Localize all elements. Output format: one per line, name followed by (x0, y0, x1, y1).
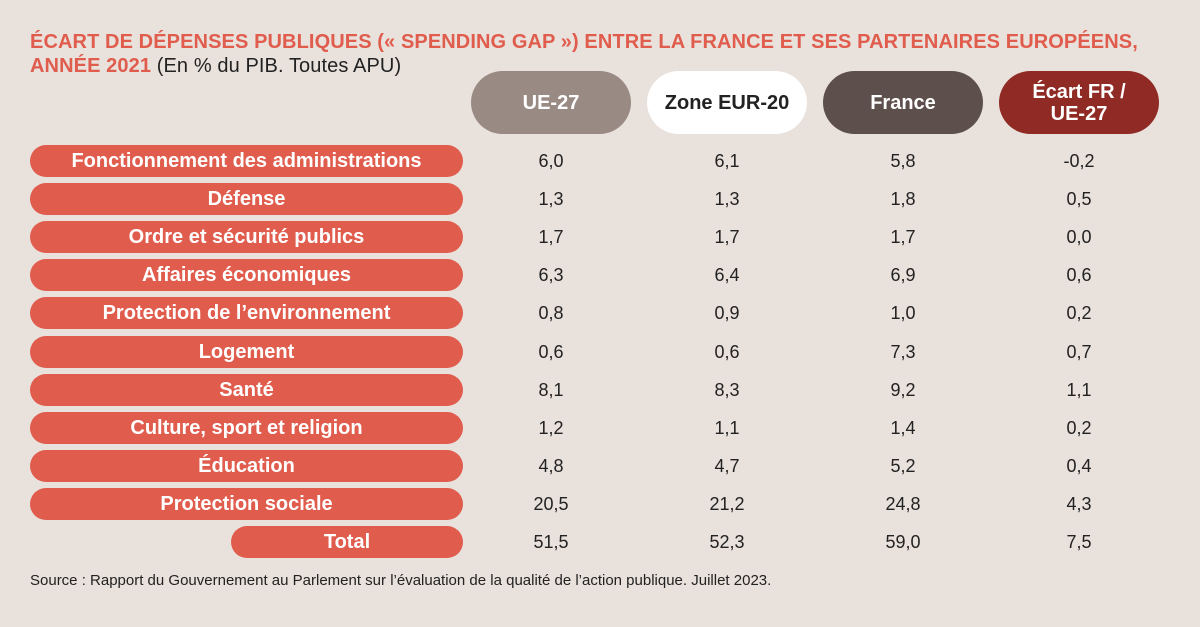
cell-ecart: 0,2 (1066, 303, 1092, 323)
cell-ue27: 0,6 (538, 342, 564, 362)
row-label: Fonctionnement des administrations (30, 145, 463, 177)
cell-zone-eur20: 0,9 (714, 303, 740, 323)
cell-zone-eur20: 4,7 (714, 456, 740, 476)
cell-france: 1,8 (890, 189, 916, 209)
chart-title-main: ÉCART DE DÉPENSES PUBLIQUES (« SPENDING … (30, 31, 1138, 77)
cell-ecart: 0,6 (1066, 265, 1092, 285)
cell-zone-eur20: 0,6 (714, 342, 740, 362)
column-header-ue27: UE-27 (471, 71, 631, 134)
chart-subtitle: (En % du PIB. Toutes APU) (156, 55, 402, 77)
column-header-ecart: Écart FR / UE-27 (999, 71, 1159, 134)
cell-ecart: 0,2 (1066, 418, 1092, 438)
row-label-total: Total (231, 526, 463, 558)
cell-france: 59,0 (885, 532, 921, 552)
row-label: Ordre et sécurité publics (30, 221, 463, 253)
cell-zone-eur20: 1,3 (714, 189, 740, 209)
row-label: Santé (30, 374, 463, 406)
cell-france: 1,7 (890, 227, 916, 247)
row-label: Protection de l’environnement (30, 297, 463, 329)
cell-france: 7,3 (890, 342, 916, 362)
row-label: Éducation (30, 450, 463, 482)
row-label: Affaires économiques (30, 259, 463, 291)
row-label: Défense (30, 183, 463, 215)
cell-ecart: 0,4 (1066, 456, 1092, 476)
cell-ecart: 4,3 (1066, 494, 1092, 514)
cell-zone-eur20: 21,2 (709, 494, 745, 514)
chart-title: ÉCART DE DÉPENSES PUBLIQUES (« SPENDING … (30, 30, 1180, 78)
source-note: Source : Rapport du Gouvernement au Parl… (30, 572, 772, 589)
cell-ue27: 6,3 (538, 265, 564, 285)
cell-zone-eur20: 6,1 (714, 151, 740, 171)
cell-france: 1,4 (890, 418, 916, 438)
cell-france: 24,8 (885, 494, 921, 514)
row-label: Culture, sport et religion (30, 412, 463, 444)
cell-france: 5,8 (890, 151, 916, 171)
cell-ue27: 1,2 (538, 418, 564, 438)
cell-ue27: 51,5 (533, 532, 569, 552)
cell-ue27: 6,0 (538, 151, 564, 171)
cell-ue27: 1,7 (538, 227, 564, 247)
cell-ecart: 0,7 (1066, 342, 1092, 362)
cell-zone-eur20: 1,1 (714, 418, 740, 438)
column-header-zone-eur20: Zone EUR-20 (647, 71, 807, 134)
row-label: Protection sociale (30, 488, 463, 520)
cell-ue27: 20,5 (533, 494, 569, 514)
cell-france: 5,2 (890, 456, 916, 476)
cell-zone-eur20: 6,4 (714, 265, 740, 285)
cell-zone-eur20: 52,3 (709, 532, 745, 552)
cell-france: 1,0 (890, 303, 916, 323)
cell-ecart: 1,1 (1066, 380, 1092, 400)
cell-zone-eur20: 8,3 (714, 380, 740, 400)
cell-ecart: 0,5 (1066, 189, 1092, 209)
row-label: Logement (30, 336, 463, 368)
cell-ue27: 8,1 (538, 380, 564, 400)
cell-france: 9,2 (890, 380, 916, 400)
cell-ecart: 7,5 (1066, 532, 1092, 552)
cell-ue27: 4,8 (538, 456, 564, 476)
column-header-france: France (823, 71, 983, 134)
cell-ue27: 1,3 (538, 189, 564, 209)
cell-ecart: 0,0 (1066, 227, 1092, 247)
cell-ue27: 0,8 (538, 303, 564, 323)
cell-ecart: -0,2 (1063, 151, 1095, 171)
cell-france: 6,9 (890, 265, 916, 285)
cell-zone-eur20: 1,7 (714, 227, 740, 247)
